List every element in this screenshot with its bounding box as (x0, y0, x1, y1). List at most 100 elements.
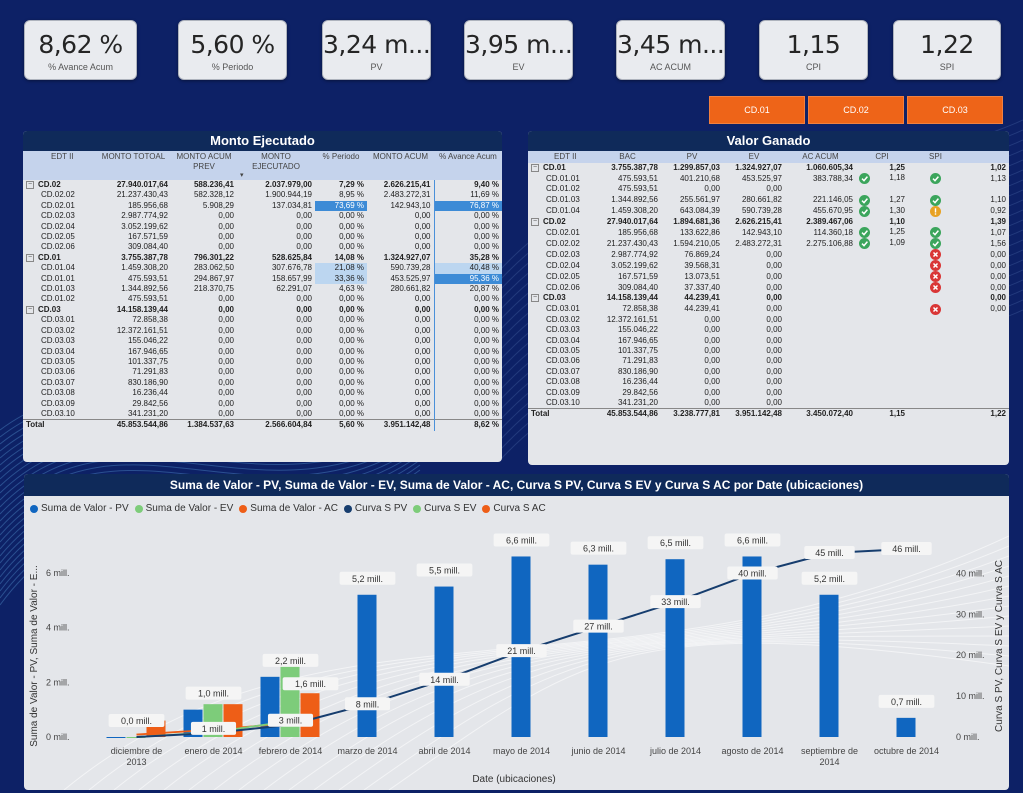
table-row[interactable]: CD.03.06 71.291,83 0,00 0,00 (528, 356, 1009, 366)
table-row[interactable]: CD.03.10 341.231,20 0,00 0,00 (528, 398, 1009, 409)
group-row[interactable]: − CD.01 3.755.387,78 1.299.857,03 1.324.927,… (528, 163, 1009, 173)
bar-pv[interactable] (106, 737, 126, 738)
bg-curve (388, 642, 1009, 790)
table-row[interactable]: CD.02.02 21.237.430,43 1.594.210,05 2.483.2… (528, 238, 1009, 250)
table-row[interactable]: CD.02.05 167.571,59 0,00 0,00 0,00 % 0,00 0,00… (23, 232, 502, 243)
cell-edt: CD.01.01 (23, 274, 96, 284)
col-header[interactable]: EDT II (23, 151, 96, 180)
group-row[interactable]: − CD.02 27.940.017,64 1.894.681,36 2.626.215… (528, 217, 1009, 227)
table-row[interactable]: CD.03.02 12.372.161,51 0,00 0,00 (528, 315, 1009, 325)
filter-button-cd01[interactable]: CD.01 (709, 96, 805, 124)
bar-pv[interactable] (742, 556, 762, 737)
table-row[interactable]: CD.01.01 475.593,51 401.210,68 453.525,97 38… (528, 173, 1009, 185)
kpi-ev: 3,95 m... EV (464, 20, 573, 80)
cell-edt: CD.01.03 (23, 284, 96, 294)
col-header[interactable]: EDT II (528, 151, 594, 163)
table-row[interactable]: CD.02.03 2.987.774,92 76.869,24 0,00 0,00 (528, 249, 1009, 261)
table-row[interactable]: CD.03.07 830.186,90 0,00 0,00 0,00 % 0,00 0,00… (23, 377, 502, 389)
table-cell (785, 315, 856, 325)
bar-pv[interactable] (434, 586, 454, 737)
table-row[interactable]: CD.01.02 475.593,51 0,00 0,00 0,00 % 0,00 0,00… (23, 294, 502, 305)
table-row[interactable]: CD.03.01 72.858,38 0,00 0,00 0,00 % 0,00 0,00 … (23, 315, 502, 326)
table-row[interactable]: CD.03.04 167.946,65 0,00 0,00 0,00 % 0,00 0,00… (23, 346, 502, 357)
table-row[interactable]: CD.03.03 155.046,22 0,00 0,00 (528, 325, 1009, 335)
total-row[interactable]: Total 45.853.544,86 3.238.777,81 3.951.142,… (528, 408, 1009, 420)
table-row[interactable]: CD.02.04 3.052.199,62 39.568,31 0,00 0,00 (528, 260, 1009, 272)
table-row[interactable]: CD.03.09 29.842,56 0,00 0,00 (528, 388, 1009, 398)
table-cell: 13.073,51 (684, 271, 720, 281)
col-header[interactable]: PV (661, 151, 723, 163)
col-header[interactable]: CPI (856, 151, 908, 163)
total-row[interactable]: Total 45.853.544,86 1.384.537,63 2.566.604,… (23, 419, 502, 431)
collapse-icon[interactable]: − (531, 217, 539, 226)
table-row[interactable]: CD.02.06 309.084,40 37.337,40 0,00 0,00 (528, 282, 1009, 294)
legend-item[interactable]: Suma de Valor - EV (134, 503, 234, 514)
table-row[interactable]: CD.03.06 71.291,83 0,00 0,00 0,00 % 0,00 0,00 … (23, 367, 502, 378)
table-row[interactable]: CD.02.01 185.956,68 133.622,86 142.943,10 11… (528, 227, 1009, 239)
table-row[interactable]: CD.03.08 16.236,44 0,00 0,00 (528, 377, 1009, 387)
table-row[interactable]: CD.02.02 21.237.430,43 582.328,12 1.900.944… (23, 190, 502, 201)
bar-data-label: 0,0 mill. (108, 714, 165, 727)
group-row[interactable]: − CD.03 14.158.139,44 0,00 0,00 0,00 % 0,00 0,0… (23, 304, 502, 316)
col-header[interactable]: EV (723, 151, 785, 163)
cell-cpi: 1,18 (856, 173, 908, 185)
table-row[interactable]: CD.03.02 12.372.161,51 0,00 0,00 0,00 % 0,00 0… (23, 325, 502, 337)
bar-pv[interactable] (665, 559, 685, 737)
col-header[interactable]: SPI (908, 151, 963, 163)
table-row[interactable]: CD.01.04 1.459.308,20 283.062,50 307.676,78… (23, 263, 502, 274)
group-row[interactable]: − CD.03 14.158.139,44 44.239,41 0,00 0,00 (528, 293, 1009, 303)
collapse-icon[interactable]: − (26, 253, 34, 262)
table-row[interactable]: CD.02.03 2.987.774,92 0,00 0,00 0,00 % 0,00 0,… (23, 211, 502, 222)
legend-item[interactable]: Curva S EV (413, 503, 476, 514)
group-row[interactable]: − CD.02 27.940.017,64 588.236,41 2.037.979,0… (23, 180, 502, 191)
collapse-icon[interactable]: − (531, 294, 539, 303)
bar-pv[interactable] (896, 717, 916, 737)
bar-ev[interactable] (126, 737, 146, 738)
table-row[interactable]: CD.02.05 167.571,59 13.073,51 0,00 0,00 (528, 271, 1009, 283)
table-row[interactable]: CD.02.01 185.956,68 5.908,29 137.034,81 73,6… (23, 200, 502, 212)
filter-button-cd02[interactable]: CD.02 (808, 96, 904, 124)
col-header[interactable]: % Periodo (315, 151, 367, 180)
legend-item[interactable]: Curva S AC (482, 503, 546, 514)
collapse-icon[interactable]: − (531, 163, 539, 172)
table-row[interactable]: CD.03.05 101.337,75 0,00 0,00 (528, 346, 1009, 356)
row-label: CD.02.06 (41, 242, 75, 252)
col-header[interactable]: BAC (594, 151, 661, 163)
table-row[interactable]: CD.02.04 3.052.199,62 0,00 0,00 0,00 % 0,00 0,… (23, 221, 502, 233)
table-row[interactable]: CD.01.02 475.593,51 0,00 0,00 (528, 184, 1009, 194)
col-header[interactable]: MONTO TOTOAL (96, 151, 171, 180)
table-row[interactable]: CD.01.03 1.344.892,56 255.561,97 280.661,82… (528, 194, 1009, 206)
bar-pv[interactable] (357, 594, 377, 737)
table-row[interactable]: CD.03.05 101.337,75 0,00 0,00 0,00 % 0,00 0,00… (23, 356, 502, 368)
col-header[interactable]: MONTO ACUM (367, 151, 434, 180)
collapse-icon[interactable]: − (26, 305, 34, 314)
table-row[interactable]: CD.03.10 341.231,20 0,00 0,00 0,00 % 0,00 0,00… (23, 408, 502, 420)
col-header[interactable]: AC ACUM (785, 151, 856, 163)
col-header[interactable]: MONTO ACUM PREV (171, 151, 237, 180)
table-cell: 0,00 (766, 304, 782, 314)
table-row[interactable]: CD.02.06 309.084,40 0,00 0,00 0,00 % 0,00 0,00… (23, 242, 502, 253)
table-row[interactable]: CD.03.04 167.946,65 0,00 0,00 (528, 336, 1009, 346)
col-header[interactable]: MONTO EJECUTADO ▾ (237, 151, 315, 180)
legend-item[interactable]: Suma de Valor - AC (239, 503, 338, 514)
data-label-box (185, 686, 242, 700)
bar-pv[interactable] (819, 594, 839, 737)
table-row[interactable]: CD.03.07 830.186,90 0,00 0,00 (528, 367, 1009, 377)
col-header[interactable]: % Avance Acum (434, 151, 502, 180)
table-row[interactable]: CD.01.03 1.344.892,56 218.370,75 62.291,07 4… (23, 284, 502, 295)
collapse-icon[interactable]: − (26, 180, 34, 189)
table-row[interactable]: CD.03.08 16.236,44 0,00 0,00 0,00 % 0,00 0,00 … (23, 388, 502, 399)
table-row[interactable]: CD.01.01 475.593,51 294.867,97 158.657,99 33… (23, 273, 502, 285)
table-row[interactable]: CD.03.01 72.858,38 44.239,41 0,00 0,00 (528, 303, 1009, 315)
table-row[interactable]: CD.01.04 1.459.308,20 643.084,39 590.739,28… (528, 205, 1009, 217)
legend-item[interactable]: Suma de Valor - PV (30, 503, 129, 514)
legend-label: Suma de Valor - EV (145, 503, 234, 514)
legend-item[interactable]: Curva S PV (343, 503, 407, 514)
group-row[interactable]: − CD.01 3.755.387,78 796.301,22 528.625,84 14… (23, 252, 502, 264)
y2-axis-title: Curva S PV, Curva S EV y Curva S AC (994, 560, 1005, 732)
bar-pv[interactable] (588, 564, 608, 737)
table-row[interactable]: CD.03.09 29.842,56 0,00 0,00 0,00 % 0,00 0,00 … (23, 398, 502, 409)
table-cell: 0,00 (414, 356, 431, 366)
table-row[interactable]: CD.03.03 155.046,22 0,00 0,00 0,00 % 0,00 0,00… (23, 336, 502, 347)
filter-button-cd03[interactable]: CD.03 (907, 96, 1003, 124)
